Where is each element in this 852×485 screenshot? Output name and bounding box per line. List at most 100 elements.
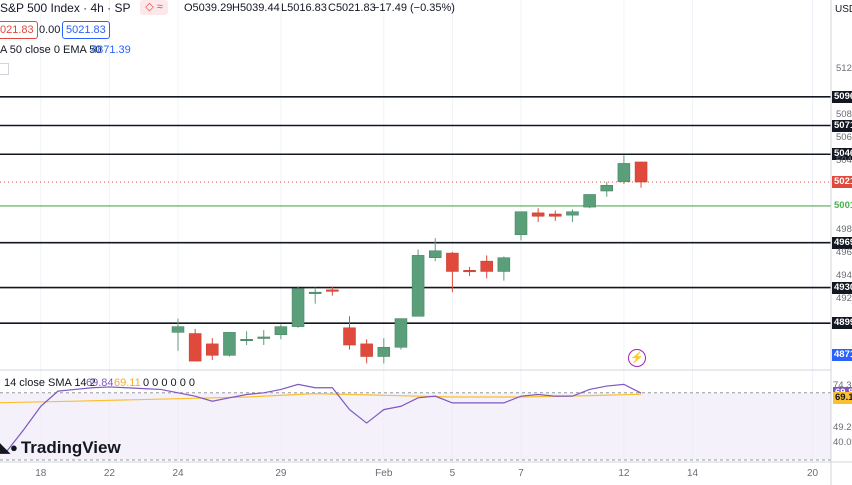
candle [583,194,596,209]
rsi-line [0,383,642,453]
rsi-layer [0,383,831,461]
time-tick-29: 29 [275,468,287,479]
rsi-sma-legend-value: 69.11 [114,377,141,389]
candle-body [360,343,373,357]
candle [223,332,236,357]
candle-body [446,252,459,272]
ohlc-close: C5021.83 [328,2,376,14]
candle [240,331,253,346]
level-label-4969: 4969 [832,236,852,249]
candle-body [377,347,391,357]
candle-body [394,318,408,348]
time-tick-12: 12 [618,468,630,479]
tradingview-logo[interactable]: ◣● TradingView [0,438,121,458]
candle [188,328,202,362]
rsi-tick-40.0: 40.0 [833,437,852,449]
candle-body [531,212,545,217]
candle [514,211,528,241]
tradingview-mark-icon: ◣● [0,440,18,455]
candle-body [566,211,579,216]
candle-body [291,288,305,327]
rsi-legend-label[interactable]: 14 close SMA 14 2 [4,377,96,389]
candle-body [326,289,339,292]
candle [600,181,613,197]
price-tick-5120: 5120 [836,63,852,75]
candle-body [240,339,253,342]
price-tick-4960: 4960 [836,247,852,259]
candle-body [308,291,322,294]
level-lines-layer [0,95,831,324]
level-label-5001: 5001 [832,199,852,212]
ohlc-low: L5016.83 [281,2,327,14]
rsi-sma-value-label: 69.1 [833,391,852,404]
candle-body [411,255,425,317]
currency-label[interactable]: USD [835,4,852,15]
candle [429,238,442,262]
candle-body [343,327,356,346]
ema-legend-label[interactable]: A 50 close 0 EMA 50 [0,44,102,56]
candle-body [188,333,202,362]
lightning-icon[interactable]: ⚡ [628,349,646,367]
status-icon[interactable]: ◇ ≈ [140,0,168,15]
candle [394,318,408,350]
candle [463,266,476,277]
ema-price-label: 4871 [832,348,852,361]
candle-body [634,161,648,183]
candle [549,210,562,221]
candle [480,255,493,279]
candle-body [429,250,442,258]
level-label-5046: 5046 [832,148,852,161]
ohlc-open: O5039.29 [184,2,233,14]
price-tick-4940: 4940 [836,270,852,282]
time-tick-22: 22 [103,468,115,479]
time-tick-5: 5 [449,468,456,479]
candle [411,249,425,317]
candle [257,330,270,346]
candle [308,287,322,304]
price-tick-5060: 5060 [836,132,852,144]
level-label-5096: 5096 [832,90,852,103]
tradingview-wordmark: TradingView [20,438,121,457]
candle-body [583,194,596,208]
candle-body [257,336,270,339]
time-tick-7: 7 [518,468,524,479]
current-price-label: 5021 [832,176,852,189]
rsi-extra-values: 0 0 0 0 0 0 [143,377,195,389]
price-tick-5080: 5080 [836,109,852,121]
candle [497,256,511,281]
collapse-legend-icon[interactable] [0,63,9,75]
level-label-4930: 4930 [832,281,852,294]
buy-price-box[interactable]: 5021.83 [62,21,110,39]
ohlc-high: H5039.44 [232,2,280,14]
candle [360,339,373,364]
candle [274,324,288,340]
candle [326,286,339,296]
time-tick-18: 18 [35,468,47,479]
ohlc-change: −17.49 (−0.35%) [373,2,455,14]
candle [377,338,391,364]
candle-body [514,211,528,235]
time-tick-Feb: Feb [375,468,393,479]
price-tick-4920: 4920 [836,293,852,305]
rsi-band-fill [0,392,831,460]
candle-body [480,260,493,272]
price-tick-4980: 4980 [836,224,852,236]
time-tick-20: 20 [806,468,819,479]
candle-body [463,270,476,273]
sell-price-box[interactable]: 021.83 [0,21,38,39]
level-label-5071: 5071 [832,119,852,132]
candle-body [497,257,511,272]
time-tick-14: 14 [686,468,699,479]
candle [634,161,648,188]
rsi-tick-49.2: 49.2 [833,421,852,433]
candle-body [171,326,185,333]
candle [171,318,185,351]
rsi-tick-74.3: 74.3 [833,379,852,391]
price-tick-5040: 5040 [836,155,852,167]
level-label-4899: 4899 [832,317,852,330]
candle [566,209,579,223]
symbol-title[interactable]: S&P 500 Index · 4h · SP [0,1,131,15]
time-tick-24: 24 [172,468,184,479]
